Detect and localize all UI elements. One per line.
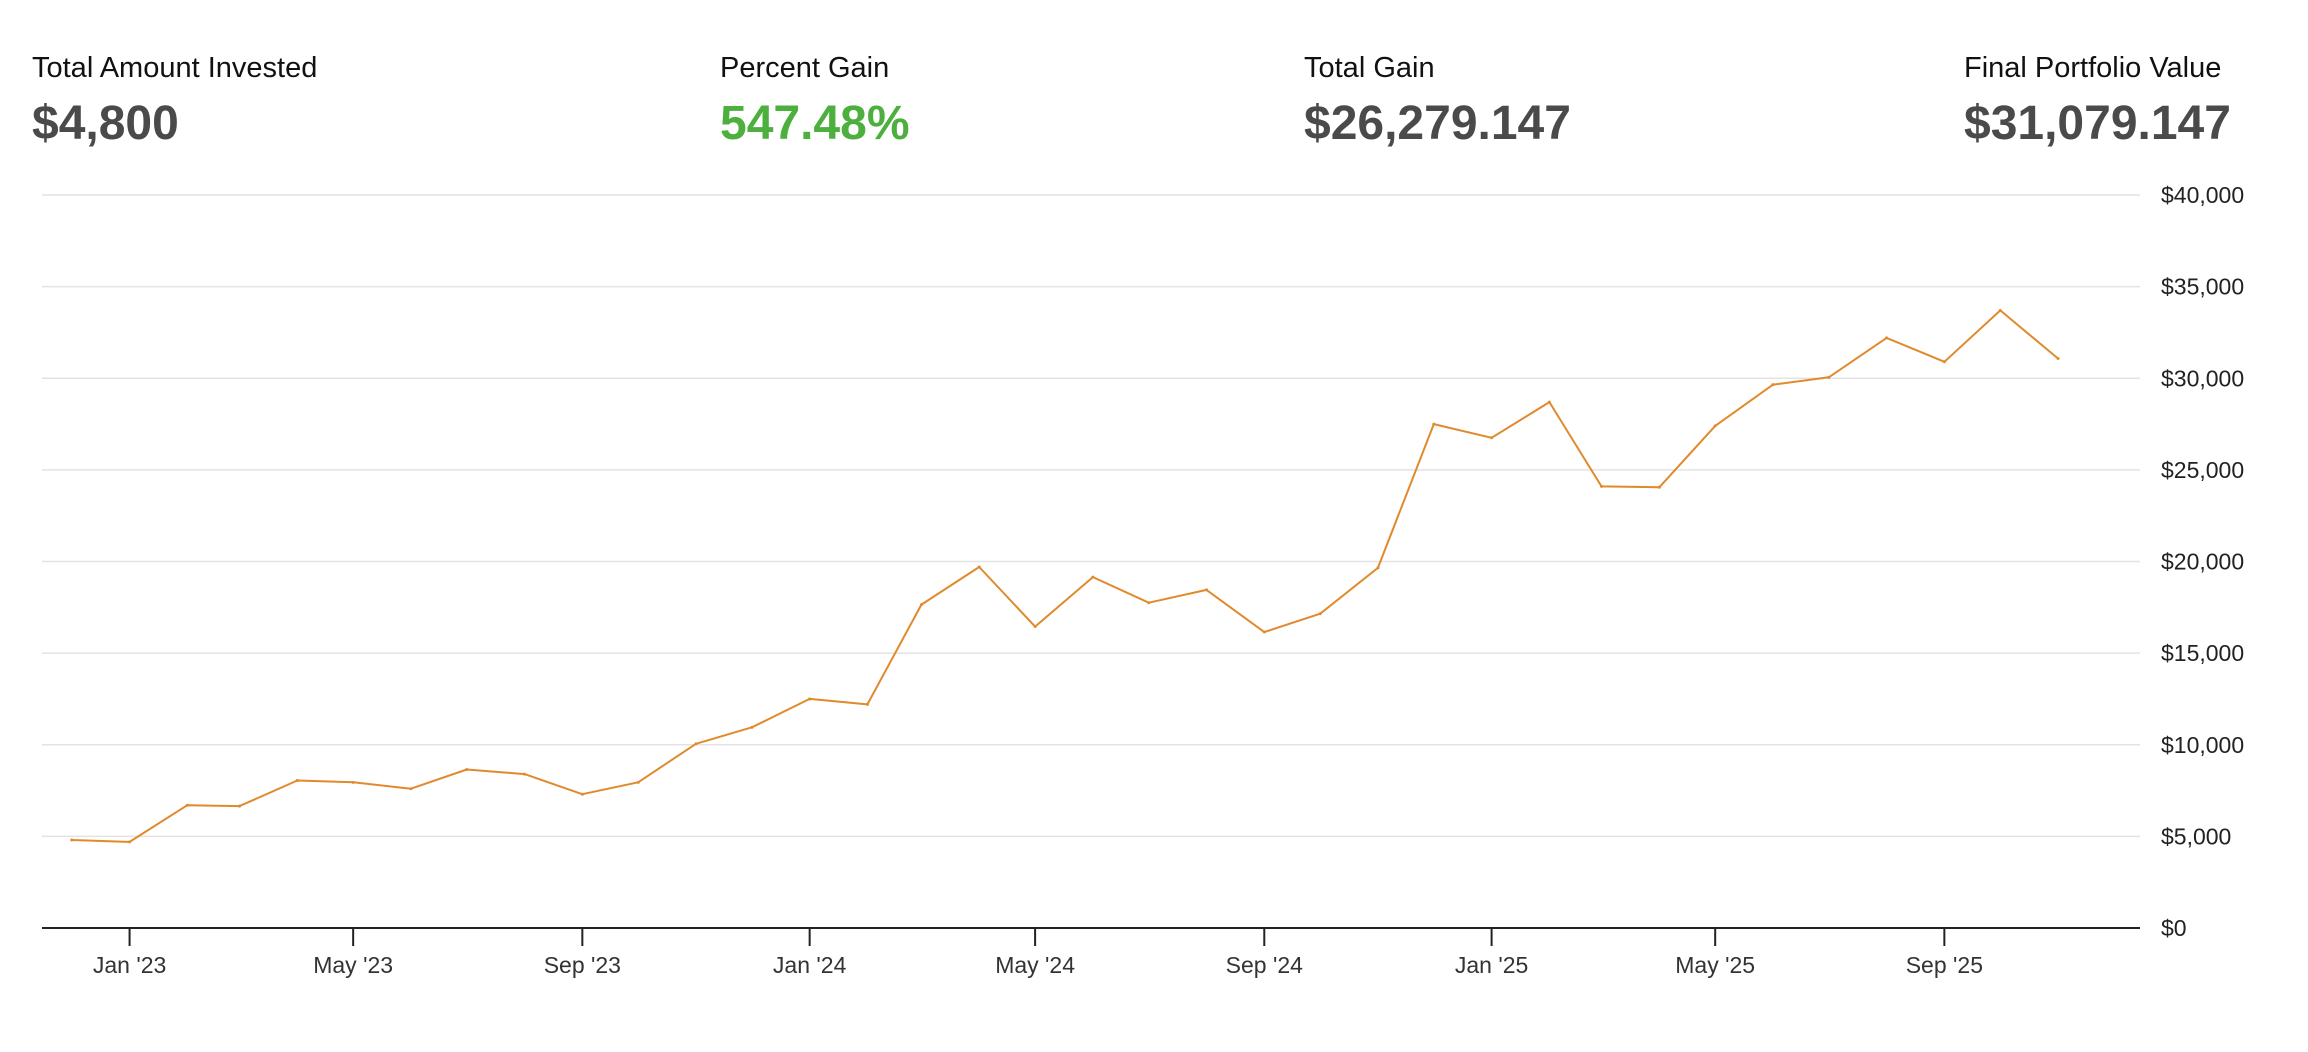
y-tick-label: $20,000 <box>2161 549 2244 575</box>
data-point <box>1600 484 1604 488</box>
stat-total-gain-label: Total Gain <box>1304 52 1435 84</box>
y-tick-label: $15,000 <box>2161 640 2244 666</box>
data-point <box>409 787 413 791</box>
x-tick-label: Sep '25 <box>1906 952 1983 978</box>
summary-stats: Total Amount Invested $4,800 Percent Gai… <box>0 0 2308 170</box>
data-point <box>185 803 189 807</box>
data-point <box>1376 566 1380 570</box>
x-tick-label: May '24 <box>995 952 1075 978</box>
x-axis <box>42 927 2140 946</box>
data-point <box>580 792 584 796</box>
data-point <box>465 767 469 771</box>
gridlines <box>42 194 2140 838</box>
data-point <box>1998 308 2002 312</box>
stat-final-value: Final Portfolio Value $31,079.147 <box>1964 48 2231 156</box>
data-point <box>636 780 640 784</box>
stat-total-invested: Total Amount Invested $4,800 <box>32 48 317 156</box>
data-point <box>1318 612 1322 616</box>
data-point <box>2056 356 2060 360</box>
x-tick-label: May '25 <box>1675 952 1755 978</box>
data-point <box>865 702 869 706</box>
data-point <box>808 697 812 701</box>
data-point <box>1490 436 1494 440</box>
data-point <box>523 772 527 776</box>
data-point <box>694 742 698 746</box>
x-tick-label: Jan '24 <box>773 952 847 978</box>
stat-total-gain: Total Gain $26,279.147 <box>1304 48 1571 156</box>
data-point <box>1657 485 1661 489</box>
data-point <box>70 838 74 842</box>
data-point <box>1147 601 1151 605</box>
y-axis-labels: $0 $5,000 $10,000 $15,000 $20,000 $25,000 $30,… <box>2161 182 2244 941</box>
y-tick-label: $35,000 <box>2161 274 2244 300</box>
stat-final-value-label: Final Portfolio Value <box>1964 52 2222 84</box>
data-point <box>1827 375 1831 379</box>
data-point <box>238 804 242 808</box>
data-point <box>1432 422 1436 426</box>
x-tick-label: Jan '23 <box>93 952 166 978</box>
y-tick-label: $10,000 <box>2161 732 2244 758</box>
stat-percent-gain-label: Percent Gain <box>720 52 890 84</box>
x-axis-labels: Jan '23 May '23 Sep '23 Jan '24 May '24 Sep '… <box>93 952 1983 978</box>
data-point <box>1713 424 1717 428</box>
data-point <box>351 780 355 784</box>
stat-total-invested-value: $4,800 <box>32 97 179 150</box>
data-point <box>295 778 299 782</box>
x-tick-label: Sep '24 <box>1226 952 1303 978</box>
data-point <box>1033 625 1037 629</box>
x-tick-label: Sep '23 <box>544 952 621 978</box>
data-point <box>1091 575 1095 579</box>
stat-total-invested-label: Total Amount Invested <box>32 52 318 84</box>
data-point <box>1771 383 1775 387</box>
y-tick-label: $40,000 <box>2161 182 2244 208</box>
stat-total-gain-value: $26,279.147 <box>1304 97 1571 150</box>
data-point <box>977 565 981 569</box>
x-tick-label: Jan '25 <box>1455 952 1528 978</box>
data-point <box>1885 336 1889 340</box>
data-point <box>1205 588 1209 592</box>
y-tick-label: $5,000 <box>2161 823 2231 849</box>
data-point <box>128 840 132 844</box>
stat-final-value-value: $31,079.147 <box>1964 97 2231 150</box>
data-point <box>1942 360 1946 364</box>
y-tick-label: $0 <box>2161 915 2187 941</box>
y-tick-label: $30,000 <box>2161 365 2244 391</box>
data-point <box>1262 630 1266 634</box>
series-layer <box>70 308 2060 844</box>
data-point <box>1547 400 1551 404</box>
series-line <box>71 309 2059 843</box>
x-tick-label: May '23 <box>313 952 393 978</box>
data-point <box>919 603 923 607</box>
data-point <box>750 725 754 729</box>
stat-percent-gain-value: 547.48% <box>720 97 910 150</box>
stat-percent-gain: Percent Gain 547.48% <box>720 48 910 156</box>
y-tick-label: $25,000 <box>2161 457 2244 483</box>
